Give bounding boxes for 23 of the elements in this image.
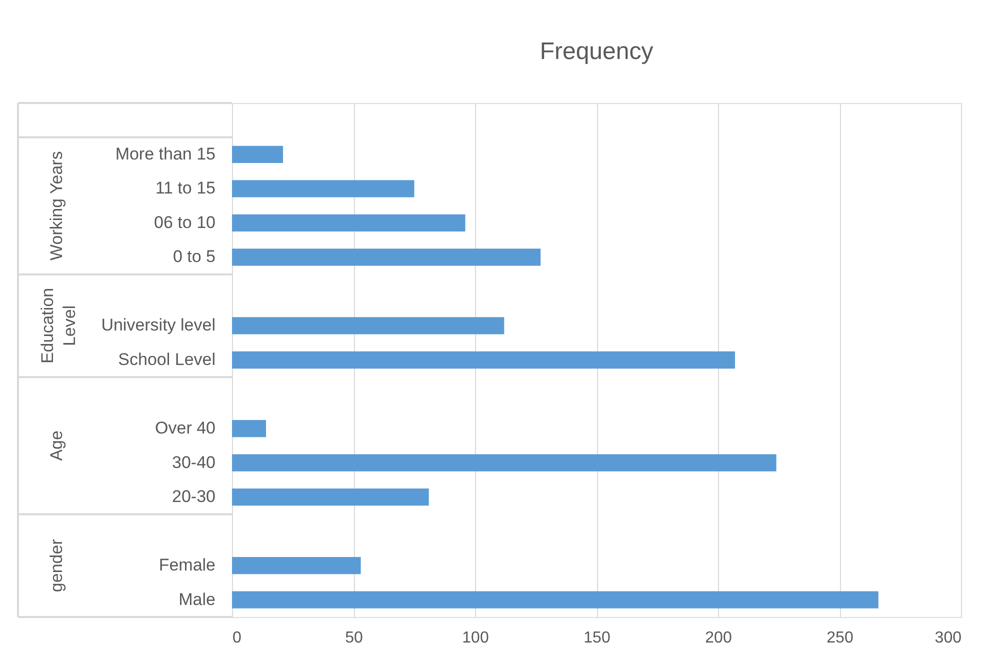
y-tick-label: Over 40 [155, 418, 216, 438]
y-tick-label: 30-40 [172, 452, 216, 472]
chart-title: Frequency [540, 38, 654, 65]
x-tick-label: 100 [462, 630, 489, 646]
text: gender [47, 538, 66, 592]
y-tick-label: University level [101, 316, 216, 335]
x-tick-label: 250 [826, 630, 854, 646]
text: Age [47, 430, 66, 461]
y-tick-label: 06 to 10 [154, 212, 216, 232]
x-tick-label: 0 [232, 630, 242, 646]
y-tick-label: 0 to 5 [172, 247, 216, 266]
y-tick-label: 20-30 [172, 487, 216, 506]
y-tick-label: More than 15 [115, 144, 216, 164]
y-tick-label: School Level [118, 350, 216, 369]
y-tick-label: 11 to 15 [155, 178, 216, 198]
x-tick-label: 200 [705, 630, 732, 646]
x-tick-label: 150 [584, 630, 610, 646]
x-tick-label: 50 [345, 630, 363, 646]
text: Education Level [38, 288, 79, 364]
y-tick-label: Male [178, 590, 216, 609]
text: Working Years [47, 151, 66, 260]
x-tick-label: 300 [934, 630, 962, 646]
y-tick-label: Female [158, 556, 216, 575]
